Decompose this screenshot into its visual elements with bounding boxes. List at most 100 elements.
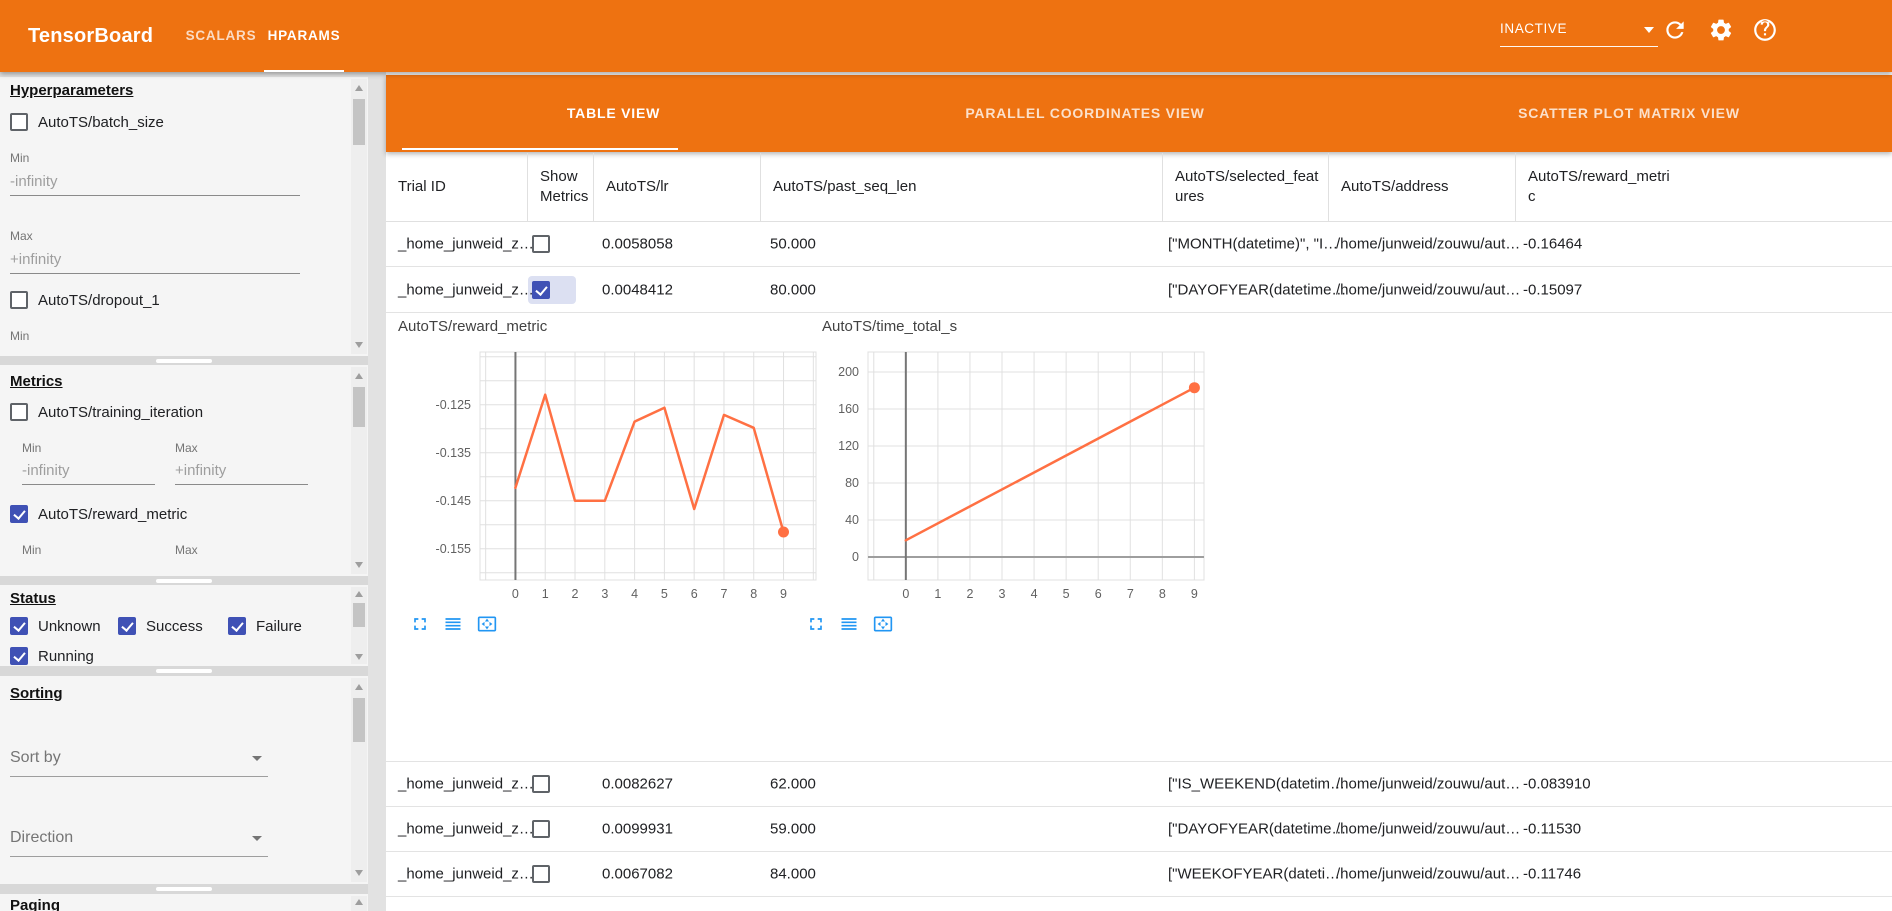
divider-handle[interactable] bbox=[156, 669, 212, 673]
sort-by-dropdown[interactable]: Sort by bbox=[10, 746, 268, 777]
scrollbar-thumb[interactable] bbox=[353, 99, 365, 145]
scroll-up-icon[interactable] bbox=[355, 85, 363, 91]
status-failure-checkbox[interactable] bbox=[228, 617, 246, 635]
past-seq-len-cell: 80.000 bbox=[770, 281, 816, 298]
log-lines-icon[interactable] bbox=[839, 614, 859, 634]
scroll-up-icon[interactable] bbox=[355, 684, 363, 690]
refresh-icon[interactable] bbox=[1662, 17, 1688, 43]
svg-text:160: 160 bbox=[838, 402, 859, 416]
scrollbar-thumb[interactable] bbox=[353, 698, 365, 742]
panel-scrollbar[interactable] bbox=[351, 678, 367, 882]
panel-scrollbar[interactable] bbox=[351, 367, 367, 574]
settings-gear-icon[interactable] bbox=[1708, 17, 1734, 43]
panel-resize-divider[interactable] bbox=[0, 356, 368, 365]
scroll-down-icon[interactable] bbox=[355, 342, 363, 348]
status-panel: Status Unknown Success Failure Running bbox=[0, 585, 368, 666]
paging-panel: Paging bbox=[0, 894, 368, 911]
table-row[interactable]: _home_junweid_z… 0.0058058 50.000 ["MONT… bbox=[386, 222, 1892, 267]
scroll-down-icon[interactable] bbox=[355, 654, 363, 660]
direction-dropdown[interactable]: Direction bbox=[10, 826, 268, 857]
address-cell: /home/junweid/zouwu/aut… bbox=[1336, 775, 1521, 793]
reward-metric-cell: -0.16464 bbox=[1523, 235, 1583, 253]
show-metrics-checkbox[interactable] bbox=[532, 235, 550, 253]
reload-status-dropdown[interactable]: INACTIVE bbox=[1500, 16, 1658, 47]
column-header-selected-features[interactable]: AutoTS/selected_features bbox=[1162, 153, 1328, 221]
column-header-trial-id[interactable]: Trial ID bbox=[398, 178, 446, 195]
fullscreen-icon[interactable] bbox=[806, 614, 826, 634]
min-input[interactable]: -infinity bbox=[22, 462, 155, 485]
dropout-checkbox[interactable] bbox=[10, 291, 28, 309]
scroll-up-icon[interactable] bbox=[355, 373, 363, 379]
status-running-checkbox[interactable] bbox=[10, 647, 28, 665]
column-header-address[interactable]: AutoTS/address bbox=[1328, 153, 1515, 221]
table-row-expanded[interactable]: _home_junweid_z… 0.0048412 80.000 ["DAYO… bbox=[386, 267, 1892, 313]
direction-value: Direction bbox=[10, 829, 74, 846]
svg-text:40: 40 bbox=[845, 513, 859, 527]
chart-title-reward-metric: AutoTS/reward_metric bbox=[398, 318, 548, 335]
nav-tab-hparams[interactable]: HPARAMS bbox=[267, 28, 341, 43]
tab-parallel-coordinates-view[interactable]: PARALLEL COORDINATES VIEW bbox=[965, 105, 1205, 121]
scroll-up-icon[interactable] bbox=[355, 899, 363, 905]
divider-handle[interactable] bbox=[156, 887, 212, 891]
batch-size-label: AutoTS/batch_size bbox=[38, 114, 164, 131]
table-row[interactable]: _home_junweid_z… 0.0067082 84.000 ["WEEK… bbox=[386, 852, 1892, 897]
scroll-down-icon[interactable] bbox=[355, 870, 363, 876]
status-running-label: Running bbox=[38, 648, 94, 665]
reset-view-overscan-icon[interactable] bbox=[476, 614, 498, 634]
show-metrics-checkbox[interactable] bbox=[532, 280, 550, 299]
metrics-panel: Metrics AutoTS/training_iteration Min Ma… bbox=[0, 365, 368, 576]
past-seq-len-cell: 62.000 bbox=[770, 775, 816, 793]
active-nav-underline bbox=[264, 70, 344, 72]
status-success-checkbox[interactable] bbox=[118, 617, 136, 635]
fullscreen-icon[interactable] bbox=[410, 614, 430, 634]
divider-handle[interactable] bbox=[156, 359, 212, 363]
panel-scrollbar[interactable] bbox=[351, 896, 367, 911]
chevron-down-icon bbox=[252, 756, 262, 761]
nav-tab-scalars[interactable]: SCALARS bbox=[185, 28, 257, 43]
sorting-heading: Sorting bbox=[10, 685, 63, 702]
reset-view-overscan-icon[interactable] bbox=[872, 614, 894, 634]
help-icon[interactable] bbox=[1752, 17, 1778, 43]
panel-scrollbar[interactable] bbox=[351, 79, 367, 354]
log-lines-icon[interactable] bbox=[443, 614, 463, 634]
svg-text:9: 9 bbox=[780, 587, 787, 601]
reward-metric-checkbox[interactable] bbox=[10, 505, 28, 523]
show-metrics-checkbox[interactable] bbox=[532, 865, 550, 883]
min-input[interactable]: -infinity bbox=[10, 173, 300, 196]
sorting-panel: Sorting Sort by Direction bbox=[0, 676, 368, 884]
hyperparameters-heading: Hyperparameters bbox=[10, 82, 134, 99]
column-header-show-metrics[interactable]: Show Metrics bbox=[527, 153, 593, 221]
scrollbar-thumb[interactable] bbox=[353, 603, 365, 627]
scrollbar-thumb[interactable] bbox=[353, 387, 365, 427]
training-iteration-label: AutoTS/training_iteration bbox=[38, 404, 204, 421]
column-header-lr[interactable]: AutoTS/lr bbox=[593, 153, 760, 221]
training-iteration-checkbox[interactable] bbox=[10, 403, 28, 421]
past-seq-len-cell: 84.000 bbox=[770, 865, 816, 883]
batch-size-checkbox[interactable] bbox=[10, 113, 28, 131]
table-row[interactable]: _home_junweid_z… 0.0099931 59.000 ["DAYO… bbox=[386, 807, 1892, 852]
status-unknown-checkbox[interactable] bbox=[10, 617, 28, 635]
show-metrics-checkbox[interactable] bbox=[532, 820, 550, 838]
hparams-sidebar: Hyperparameters AutoTS/batch_size Min -i… bbox=[0, 72, 368, 911]
tab-table-view[interactable]: TABLE VIEW bbox=[566, 105, 661, 121]
reward-metric-line-chart[interactable]: -0.125 -0.135 -0.145 -0.155 0 1 2 3 4 5 6 7 8 9 bbox=[416, 346, 820, 606]
status-heading: Status bbox=[10, 590, 56, 607]
scroll-down-icon[interactable] bbox=[355, 562, 363, 568]
column-header-past-seq-len[interactable]: AutoTS/past_seq_len bbox=[760, 153, 1162, 221]
divider-handle[interactable] bbox=[156, 579, 212, 583]
panel-resize-divider[interactable] bbox=[0, 666, 368, 676]
show-metrics-checkbox[interactable] bbox=[532, 775, 550, 793]
trial-id-cell: _home_junweid_z… bbox=[398, 820, 534, 838]
max-input[interactable]: +infinity bbox=[10, 251, 300, 274]
svg-text:7: 7 bbox=[721, 587, 728, 601]
column-header-reward-metric[interactable]: AutoTS/reward_metric bbox=[1515, 153, 1681, 221]
scroll-up-icon[interactable] bbox=[355, 591, 363, 597]
table-row[interactable]: _home_junweid_z… 0.0082627 62.000 ["IS_W… bbox=[386, 762, 1892, 807]
panel-resize-divider[interactable] bbox=[0, 576, 368, 585]
panel-scrollbar[interactable] bbox=[351, 587, 367, 664]
panel-resize-divider[interactable] bbox=[0, 884, 368, 894]
max-input[interactable]: +infinity bbox=[175, 462, 308, 485]
tab-scatter-plot-matrix-view[interactable]: SCATTER PLOT MATRIX VIEW bbox=[1518, 105, 1740, 121]
time-total-line-chart[interactable]: 200 160 120 80 40 0 0 1 2 3 4 5 6 7 8 9 bbox=[804, 346, 1208, 606]
svg-text:2: 2 bbox=[572, 587, 579, 601]
